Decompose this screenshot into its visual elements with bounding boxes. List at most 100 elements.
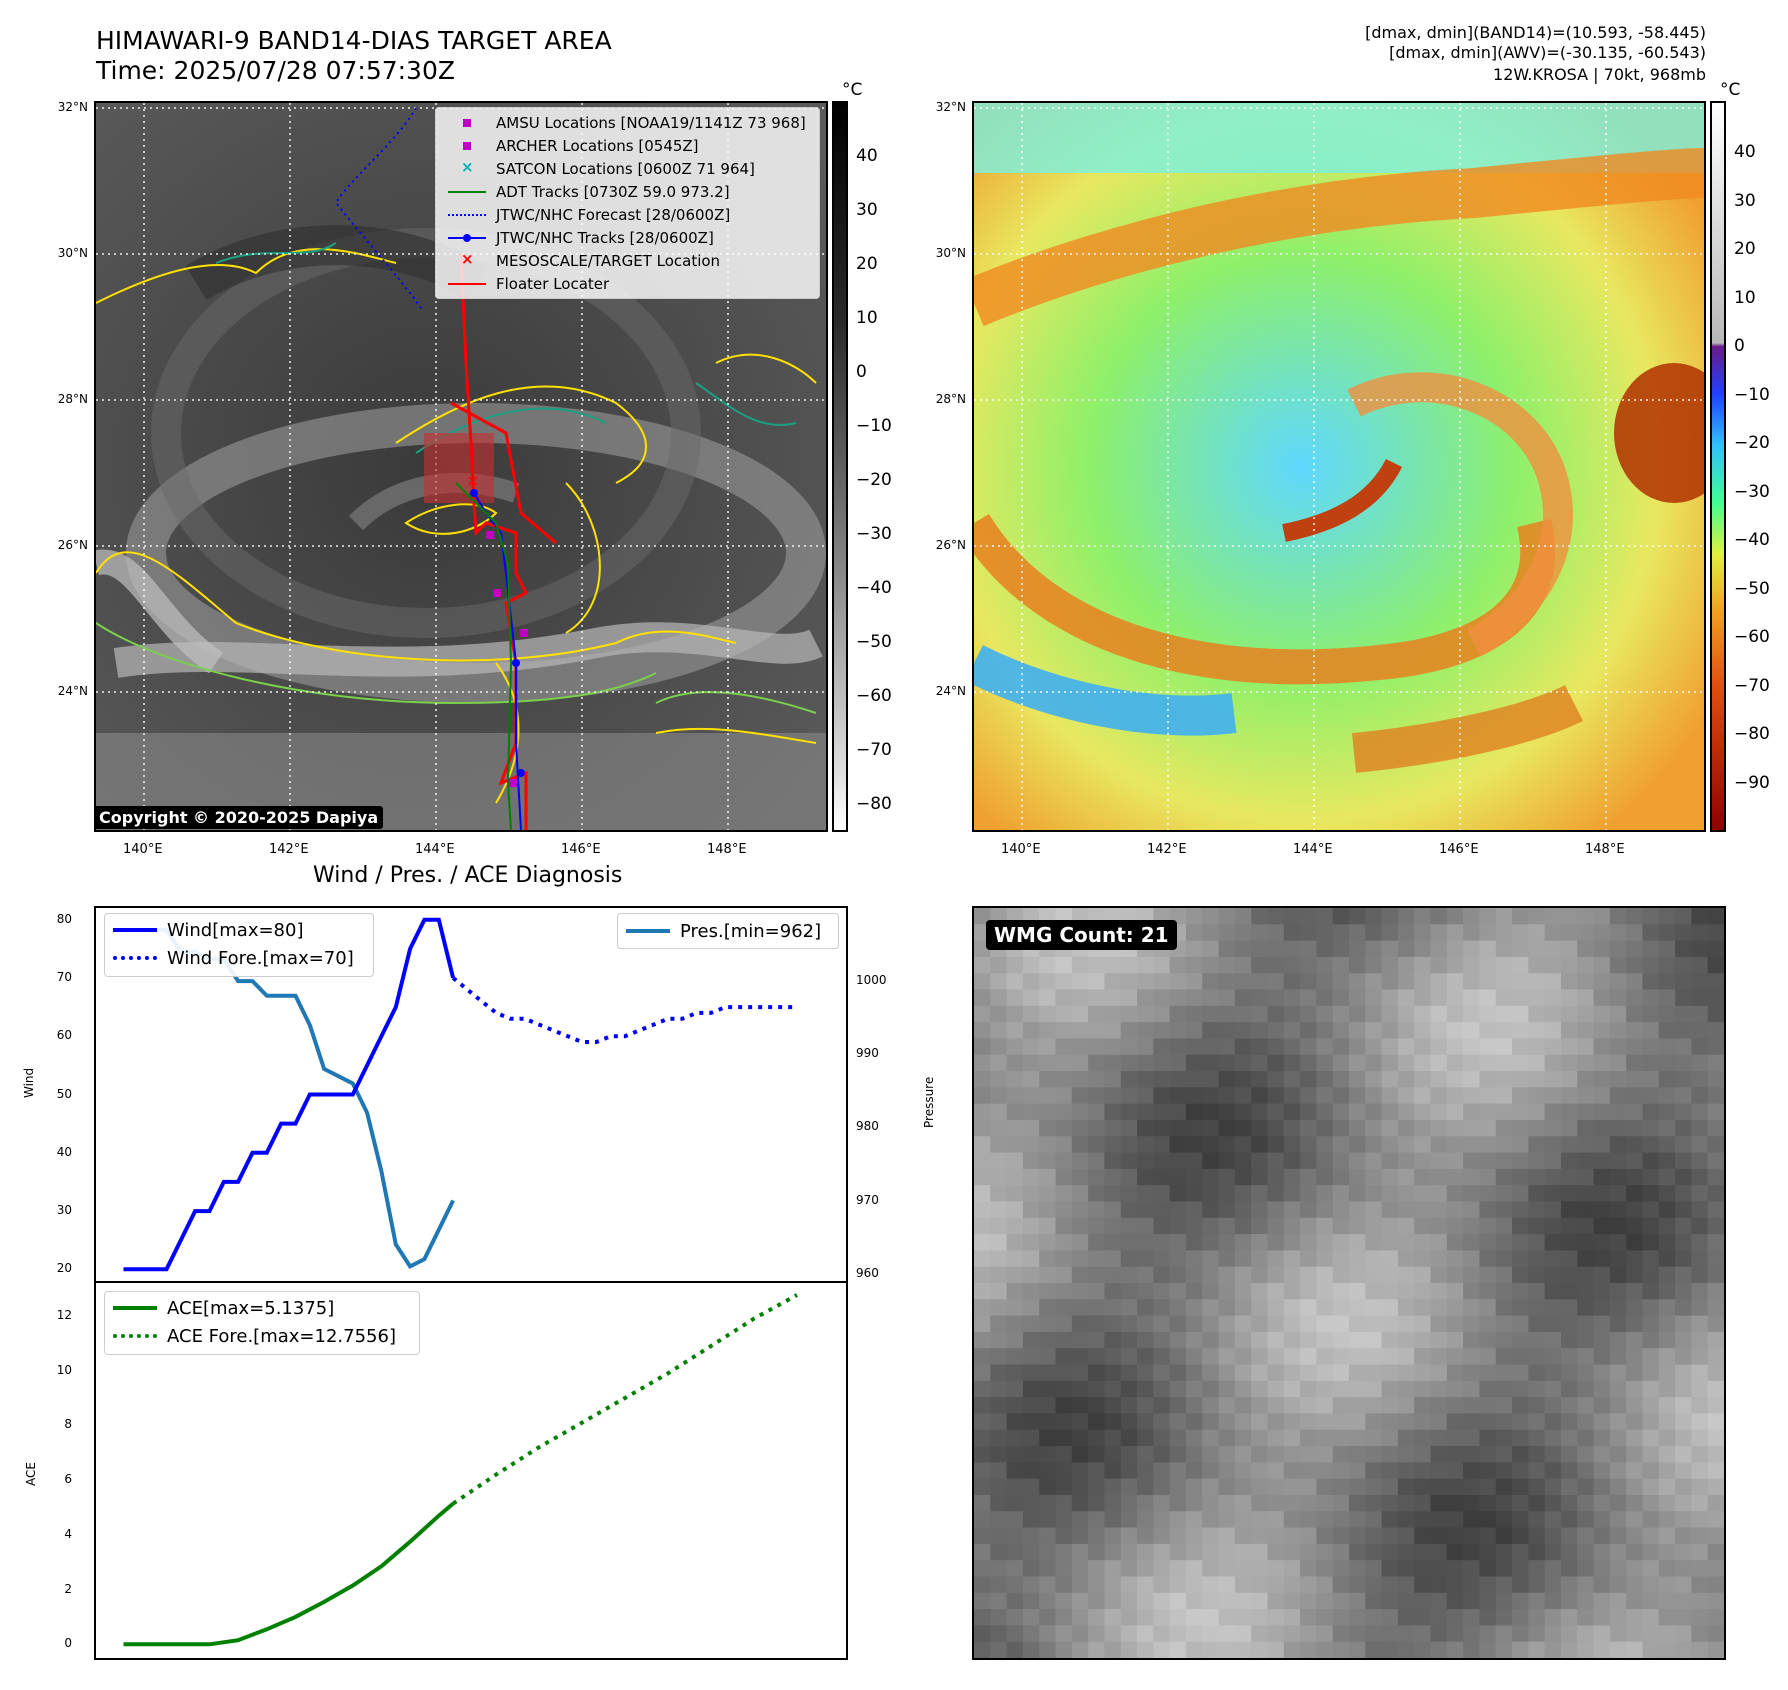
legend-ace-fore: ACE Fore.[max=12.7556] bbox=[113, 1322, 396, 1350]
wmg-pixel bbox=[1234, 1364, 1252, 1382]
wmg-pixel bbox=[1137, 1283, 1154, 1300]
wmg-pixel bbox=[1675, 1527, 1692, 1545]
wmg-pixel bbox=[1512, 1609, 1529, 1626]
wmg-pixel bbox=[1137, 1641, 1154, 1658]
pressure-axis-label: Pressure bbox=[922, 1076, 936, 1128]
wmg-pixel bbox=[1251, 1038, 1268, 1056]
wmg-pixel bbox=[990, 1071, 1008, 1088]
wind-tick-label: 60 bbox=[56, 1028, 72, 1043]
wmg-pixel bbox=[1283, 1462, 1301, 1480]
wmg-pixel bbox=[1397, 1103, 1415, 1121]
wmg-pixel bbox=[1251, 1152, 1268, 1170]
wv-colorbar-tick: −60 bbox=[1734, 627, 1770, 647]
wmg-pixel bbox=[1560, 1022, 1578, 1039]
wmg-pixel bbox=[1593, 1446, 1611, 1463]
wmg-pixel bbox=[1430, 1087, 1448, 1105]
wmg-pixel bbox=[1267, 1348, 1285, 1366]
wmg-pixel bbox=[1055, 1609, 1073, 1626]
wmg-pixel bbox=[1137, 1038, 1154, 1056]
wmg-pixel bbox=[1055, 1005, 1073, 1023]
wmg-pixel bbox=[1300, 1364, 1317, 1382]
wmg-pixel bbox=[1691, 1397, 1709, 1414]
wmg-pixel bbox=[1120, 1494, 1138, 1512]
wmg-pixel bbox=[1137, 1380, 1154, 1398]
wmg-pixel bbox=[1397, 1592, 1415, 1610]
wmg-pixel bbox=[1626, 1201, 1643, 1219]
wmg-pixel bbox=[1251, 1543, 1268, 1561]
wmg-pixel bbox=[1055, 989, 1073, 1007]
wmg-pixel bbox=[1251, 1071, 1268, 1088]
wmg-pixel bbox=[1495, 1283, 1513, 1300]
wmg-pixel bbox=[1202, 1543, 1220, 1561]
wmg-pixel bbox=[1707, 940, 1724, 958]
wmg-pixel bbox=[1267, 924, 1285, 942]
wmg-pixel bbox=[1104, 1413, 1122, 1431]
wmg-pixel bbox=[1022, 1576, 1040, 1594]
wmg-pixel bbox=[1332, 1331, 1350, 1349]
wmg-pixel bbox=[1577, 924, 1595, 942]
wmg-pixel bbox=[1039, 973, 1057, 991]
wmg-pixel bbox=[1544, 1152, 1562, 1170]
wmg-pixel bbox=[1495, 1038, 1513, 1056]
wmg-pixel bbox=[1071, 1511, 1089, 1529]
wmg-pixel bbox=[1153, 1087, 1171, 1105]
wmg-pixel bbox=[1642, 1413, 1660, 1431]
wmg-pixel bbox=[1104, 1511, 1122, 1529]
wmg-pixel bbox=[1349, 956, 1366, 974]
wmg-pixel bbox=[1104, 1136, 1122, 1154]
wmg-pixel bbox=[1463, 1201, 1480, 1219]
wmg-pixel bbox=[1577, 1331, 1595, 1349]
wmg-pixel bbox=[1283, 1511, 1301, 1529]
wmg-pixel bbox=[1512, 1478, 1529, 1496]
wmg-pixel bbox=[1707, 1560, 1724, 1577]
wmg-pixel bbox=[1218, 1331, 1236, 1349]
wmg-pixel bbox=[1544, 1429, 1562, 1447]
wmg-pixel bbox=[1234, 1038, 1252, 1056]
wmg-pixel bbox=[1104, 1201, 1122, 1219]
wmg-pixel bbox=[1234, 1576, 1252, 1594]
wmg-pixel bbox=[1397, 1266, 1415, 1284]
legend-mesoscale: × MESOSCALE/TARGET Location bbox=[446, 250, 720, 272]
wmg-pixel bbox=[1218, 1299, 1236, 1317]
wmg-pixel bbox=[974, 1299, 991, 1317]
wmg-pixel bbox=[1707, 1380, 1724, 1398]
wmg-pixel bbox=[1691, 1462, 1709, 1480]
ir-colorbar-tick: 20 bbox=[856, 254, 878, 274]
wmg-pixel bbox=[1609, 1331, 1627, 1349]
wmg-pixel bbox=[1560, 1511, 1578, 1529]
wmg-pixel bbox=[1202, 1576, 1220, 1594]
wmg-pixel bbox=[1088, 1071, 1105, 1088]
wmg-pixel bbox=[1251, 1315, 1268, 1333]
wmg-pixel bbox=[1055, 956, 1073, 974]
wmg-pixel bbox=[1593, 1119, 1611, 1137]
wmg-pixel bbox=[1300, 1413, 1317, 1431]
wmg-pixel bbox=[1120, 1348, 1138, 1366]
wmg-pixel bbox=[1463, 1380, 1480, 1398]
wmg-pixel bbox=[1006, 956, 1024, 974]
wmg-pixel bbox=[1267, 1283, 1285, 1300]
wmg-pixel bbox=[1006, 1038, 1024, 1056]
wmg-pixel bbox=[1365, 1478, 1383, 1496]
wmg-pixel bbox=[1071, 1250, 1089, 1268]
wv-colorbar-tick: 30 bbox=[1734, 190, 1756, 211]
wmg-pixel bbox=[1234, 1087, 1252, 1105]
wmg-pixel bbox=[1479, 1446, 1497, 1463]
wmg-pixel bbox=[1577, 1038, 1595, 1056]
lat-label: 32°N bbox=[935, 100, 966, 114]
wmg-pixel bbox=[1609, 1446, 1627, 1463]
wmg-pixel bbox=[1560, 1103, 1578, 1121]
wmg-pixel bbox=[1446, 1185, 1464, 1202]
wmg-pixel bbox=[1512, 1234, 1529, 1251]
wmg-pixel bbox=[990, 1560, 1008, 1577]
wmg-pixel bbox=[1430, 1641, 1448, 1658]
wmg-pixel bbox=[1316, 1005, 1334, 1023]
pressure-tick-label: 980 bbox=[856, 1119, 879, 1134]
line-dot-marker-icon bbox=[446, 231, 488, 245]
wmg-pixel bbox=[1463, 1397, 1480, 1414]
wmg-pixel bbox=[1430, 1527, 1448, 1545]
wmg-pixel bbox=[1397, 1348, 1415, 1366]
wmg-pixel bbox=[1642, 1022, 1660, 1039]
wmg-pixel bbox=[1006, 1266, 1024, 1284]
wmg-pixel bbox=[1593, 1315, 1611, 1333]
wmg-pixel bbox=[1267, 1119, 1285, 1137]
